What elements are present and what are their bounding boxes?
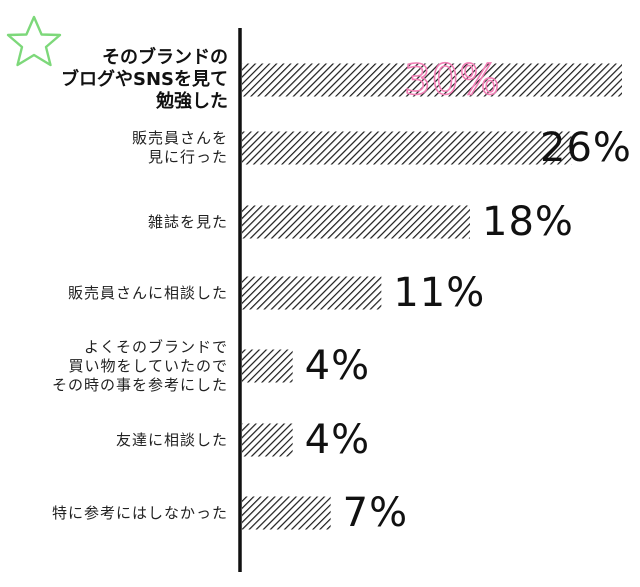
value-label: 7% (342, 490, 409, 536)
bar-5 (242, 423, 293, 457)
value-label: 18% (482, 199, 574, 245)
bar-6 (242, 496, 331, 530)
bar-2 (242, 205, 470, 239)
bar-0 (242, 63, 622, 97)
value-label: 30% (403, 55, 501, 104)
category-label: 販売員さんを 見に行った (131, 129, 228, 166)
category-label: 雑誌を見た (147, 212, 228, 231)
value-label: 26% (540, 125, 632, 171)
category-label: そのブランドの ブログやSNSを見て 勉強した (61, 47, 228, 112)
star-icon (6, 15, 62, 67)
bar-3 (242, 276, 382, 310)
value-label: 11% (393, 270, 486, 316)
bars-group (242, 63, 622, 530)
value-label: 4% (304, 417, 371, 463)
bar-1 (242, 131, 572, 165)
category-label: 特に参考にはしなかった (51, 503, 228, 522)
category-label: 友達に相談した (115, 430, 228, 449)
category-label: 販売員さんに相談した (67, 283, 228, 302)
bar-4 (242, 349, 293, 383)
category-label: よくそのブランドで 買い物をしていたので その時の事を参考にした (51, 337, 228, 394)
value-label: 4% (304, 343, 371, 389)
